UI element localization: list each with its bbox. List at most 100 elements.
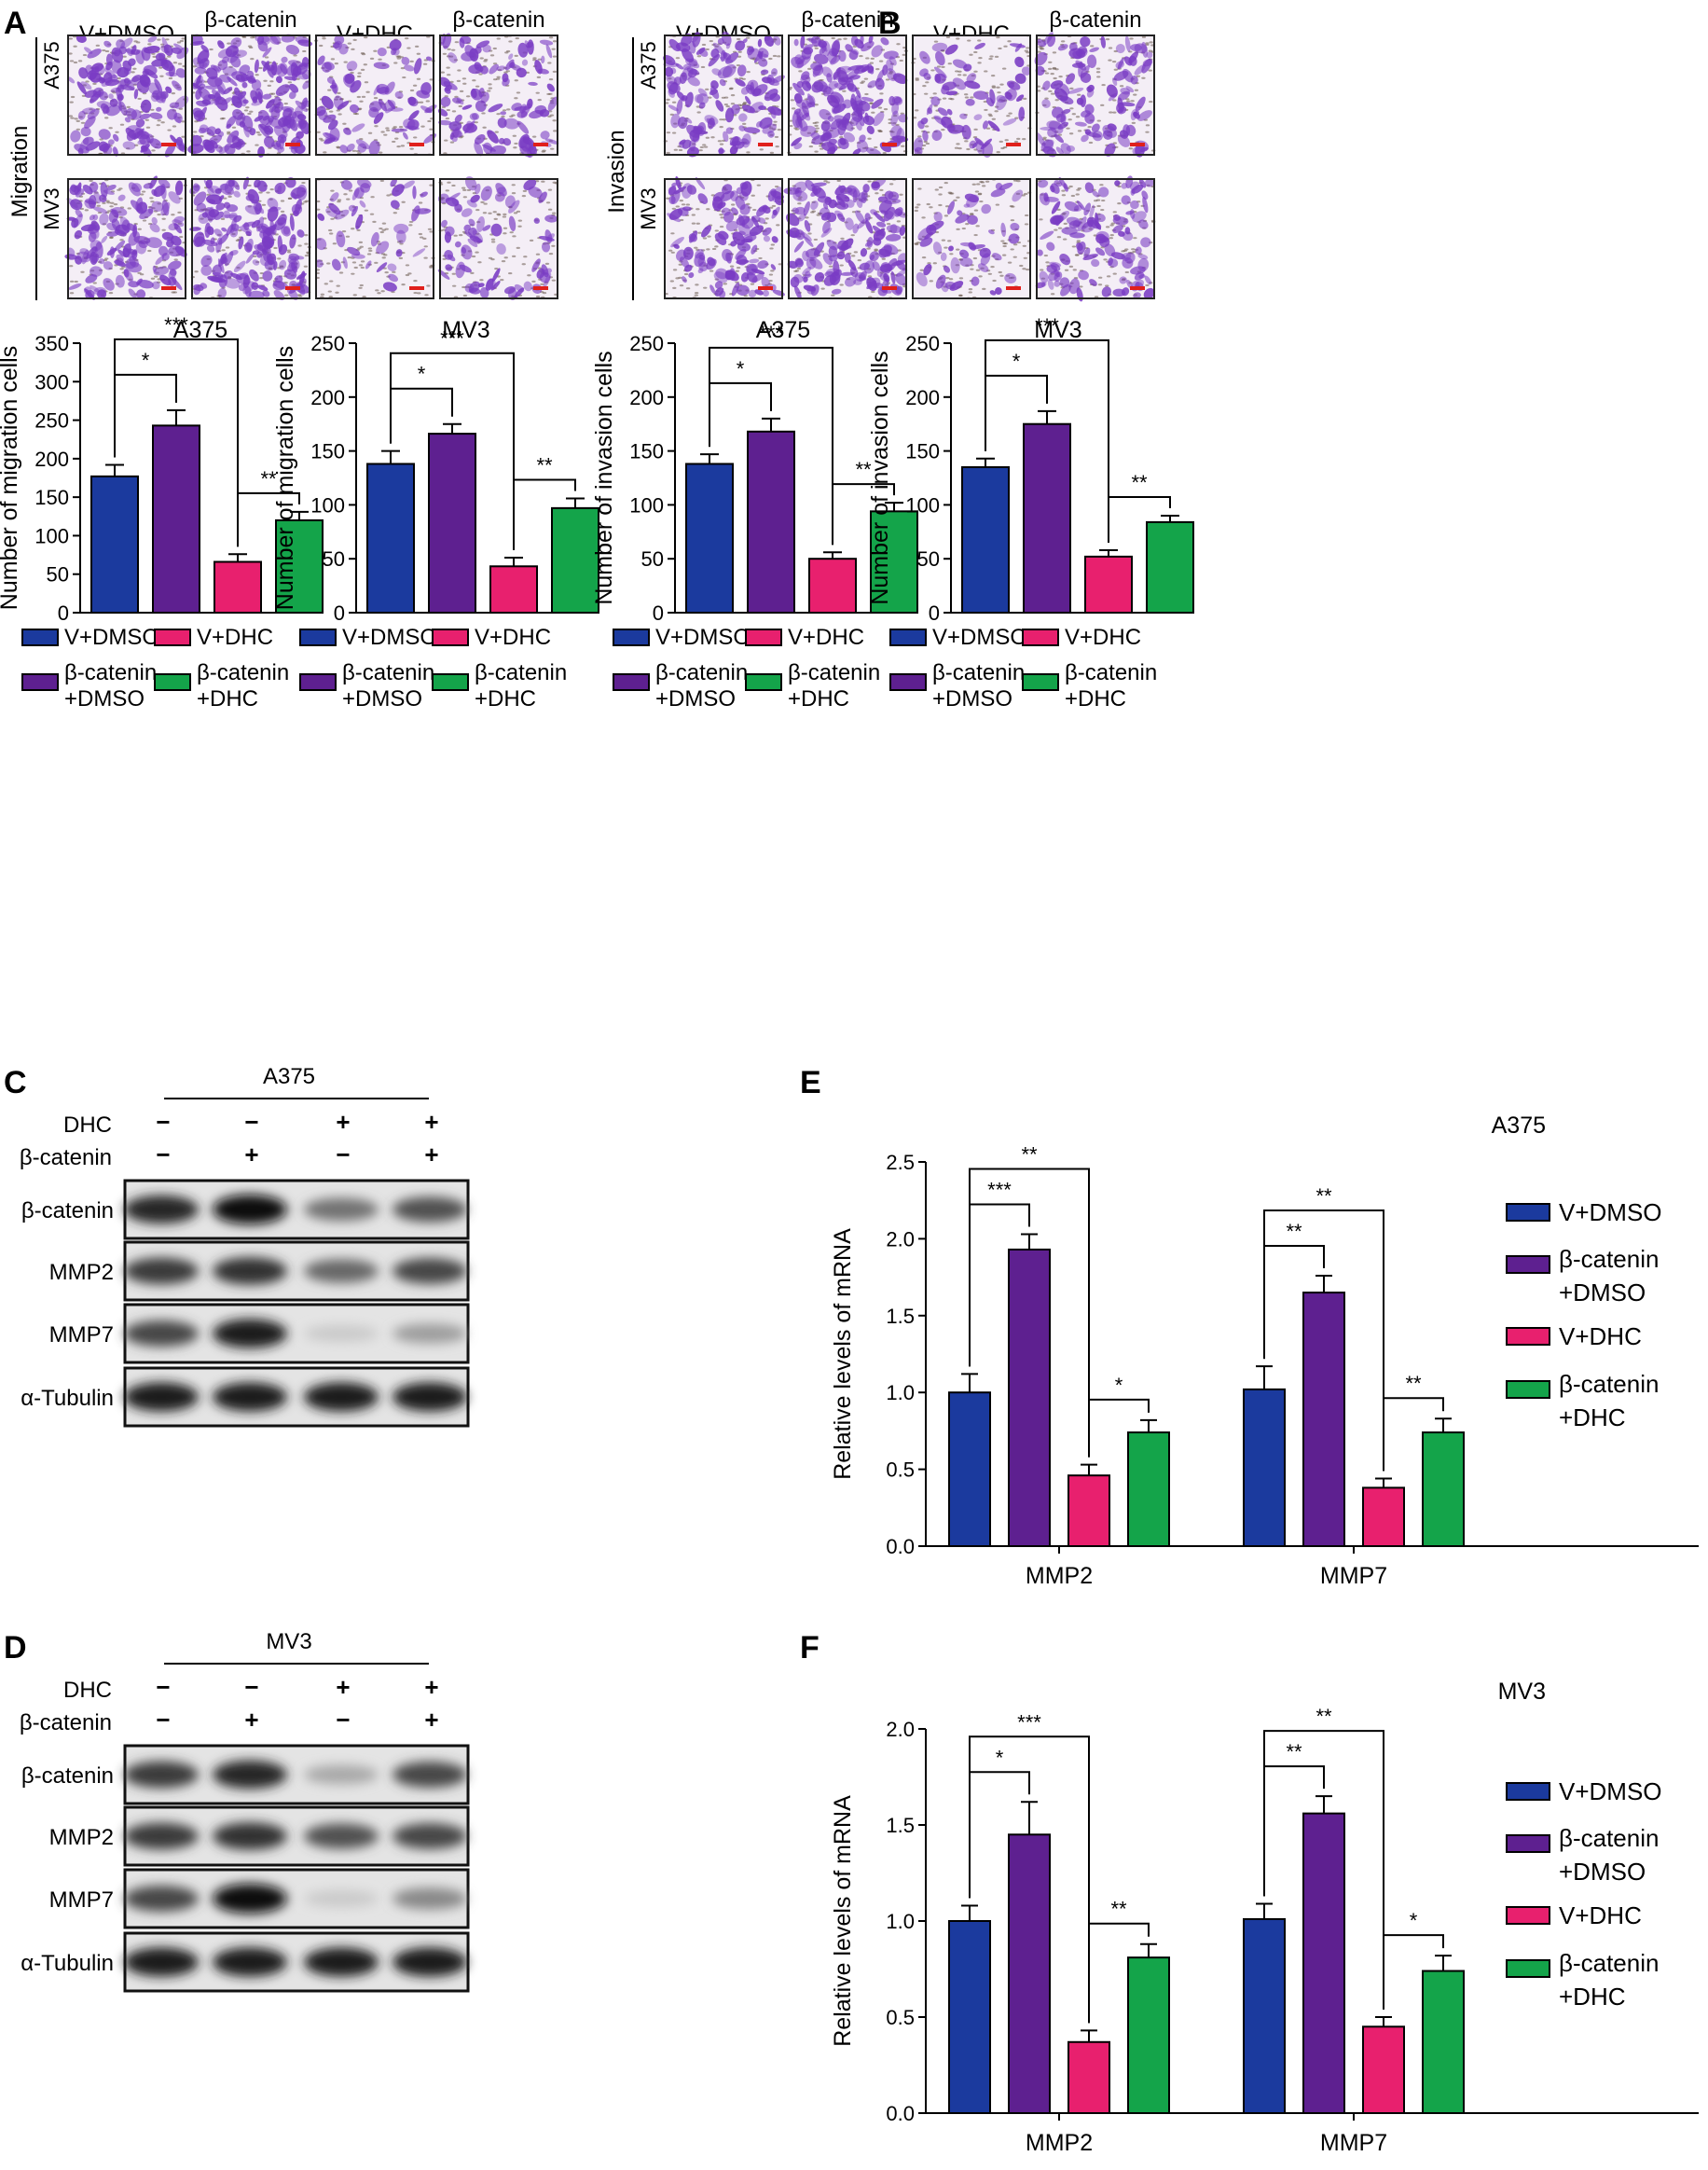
stained-cell — [365, 260, 372, 270]
stained-cell — [231, 95, 242, 108]
stained-cell — [248, 290, 265, 299]
stained-cell — [448, 121, 462, 131]
pore-speck — [974, 190, 980, 193]
pore-speck — [708, 96, 712, 99]
pore-speck — [777, 129, 782, 131]
stained-cell — [155, 52, 166, 62]
pore-speck — [999, 140, 1004, 143]
pore-speck — [462, 196, 468, 199]
pore-speck — [322, 37, 326, 40]
pore-speck — [551, 244, 556, 247]
stained-cell — [239, 64, 251, 76]
pore-speck — [393, 62, 398, 64]
stained-cell — [858, 192, 866, 202]
stained-cell — [740, 138, 750, 145]
pore-speck — [177, 62, 183, 65]
stained-cell — [220, 214, 238, 219]
stained-cell — [764, 35, 771, 42]
pore-speck — [917, 187, 922, 190]
pore-speck — [423, 245, 428, 248]
legend-label: V+DHC — [1559, 1901, 1642, 1929]
stained-cell — [496, 65, 506, 72]
pore-speck — [1007, 40, 1012, 43]
pore-speck — [547, 208, 553, 211]
y-tick-label: 200 — [34, 448, 69, 471]
stained-cell — [244, 242, 253, 253]
stained-cell — [454, 114, 462, 123]
stained-cell — [451, 130, 463, 138]
pore-speck — [865, 57, 870, 60]
pore-speck — [994, 110, 999, 113]
pore-speck — [516, 246, 520, 249]
stained-cell — [370, 231, 379, 247]
stained-cell — [251, 282, 259, 290]
stained-cell — [193, 183, 200, 192]
pore-speck — [536, 76, 542, 78]
stained-cell — [210, 140, 218, 149]
pore-speck — [754, 62, 759, 64]
stained-cell — [147, 35, 158, 43]
pore-speck — [375, 289, 379, 292]
pore-speck — [675, 57, 681, 60]
pore-speck — [379, 230, 384, 234]
stained-cell — [93, 286, 106, 296]
treatment-sign: − — [156, 1108, 170, 1136]
pore-speck — [80, 121, 86, 124]
significance-label: * — [996, 1746, 1004, 1769]
stained-cell — [663, 55, 676, 66]
pore-speck — [871, 111, 875, 114]
pore-speck — [1068, 132, 1074, 135]
pore-speck — [926, 202, 930, 206]
pore-speck — [368, 249, 373, 253]
pore-speck — [944, 181, 948, 185]
stained-cell — [729, 145, 738, 155]
stained-cell — [759, 117, 773, 130]
pore-speck — [1024, 49, 1029, 52]
pore-speck — [794, 128, 800, 131]
pore-speck — [1022, 244, 1026, 247]
stained-cell — [301, 97, 308, 110]
legend-swatch — [889, 673, 927, 691]
pore-speck — [722, 118, 727, 121]
blot-band — [304, 1382, 379, 1412]
pore-speck — [150, 108, 155, 111]
stained-cell — [389, 39, 402, 51]
significance-label: ** — [1315, 1184, 1332, 1208]
pore-speck — [350, 71, 354, 75]
pore-speck — [700, 65, 706, 69]
stained-cell — [545, 44, 553, 59]
pore-speck — [942, 97, 947, 100]
treatment-sign: − — [156, 1706, 170, 1734]
pore-speck — [400, 145, 406, 147]
blot-band — [124, 1195, 199, 1224]
pore-speck — [1064, 269, 1069, 271]
stained-cell — [71, 217, 79, 228]
pore-speck — [947, 62, 952, 65]
legend-label: β-catenin — [1559, 1949, 1659, 1977]
pore-speck — [503, 227, 508, 229]
stained-cell — [717, 65, 733, 79]
pore-speck — [69, 292, 75, 295]
panel-letter-d: D — [4, 1630, 27, 1666]
stained-cell — [241, 221, 256, 228]
stained-cell — [140, 99, 152, 113]
pore-speck — [220, 217, 226, 220]
pore-speck — [777, 55, 781, 58]
pore-speck — [1112, 272, 1117, 275]
stained-cell — [516, 67, 527, 78]
pore-speck — [357, 72, 362, 75]
pore-speck — [160, 121, 165, 124]
pore-speck — [746, 36, 751, 39]
stained-cell — [151, 216, 158, 225]
stained-cell — [103, 40, 112, 48]
stained-cell — [238, 236, 244, 250]
stained-cell — [698, 102, 706, 109]
pore-speck — [360, 260, 365, 263]
stained-cell — [226, 204, 239, 213]
pore-speck — [103, 117, 109, 119]
treatment-sign: − — [156, 1673, 170, 1701]
pore-speck — [547, 110, 553, 113]
stained-cell — [663, 62, 680, 68]
stained-cell — [217, 258, 225, 273]
pore-speck — [227, 131, 231, 133]
